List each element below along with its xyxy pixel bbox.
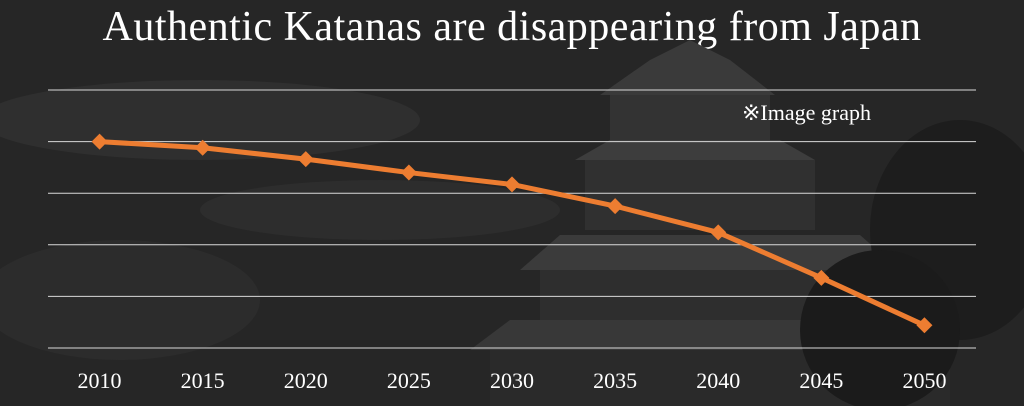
castle-roof-3 xyxy=(520,235,900,270)
castle-tier-2 xyxy=(585,160,815,230)
x-tick-label: 2045 xyxy=(799,368,843,393)
x-axis-ticks: 2010 2015 2020 2025 2030 2035 2040 2045 2050 xyxy=(78,368,947,393)
x-tick-label: 2050 xyxy=(902,368,946,393)
castle-roof-2 xyxy=(575,140,815,160)
x-tick-label: 2025 xyxy=(387,368,431,393)
chart-title: Authentic Katanas are disappearing from … xyxy=(102,4,922,50)
cloud-mid xyxy=(200,180,560,240)
series-group xyxy=(91,133,933,334)
x-tick-label: 2015 xyxy=(181,368,225,393)
tree-left-1 xyxy=(0,240,260,360)
data-point-marker xyxy=(813,269,830,286)
data-point-marker xyxy=(504,176,520,193)
x-tick-label: 2010 xyxy=(78,368,122,393)
data-point-marker xyxy=(400,164,417,181)
data-point-marker xyxy=(194,139,211,156)
castle-roof-top xyxy=(600,40,775,95)
data-point-marker xyxy=(916,317,933,334)
image-graph-note: ※Image graph xyxy=(742,100,871,125)
data-point-marker xyxy=(607,198,624,215)
x-tick-label: 2020 xyxy=(284,368,328,393)
x-tick-label: 2040 xyxy=(696,368,740,393)
x-tick-label: 2030 xyxy=(490,368,534,393)
data-point-marker xyxy=(297,151,314,168)
data-point-marker xyxy=(710,224,727,241)
data-point-marker xyxy=(91,133,108,150)
x-tick-label: 2035 xyxy=(593,368,637,393)
castle-background-image xyxy=(0,40,1024,406)
